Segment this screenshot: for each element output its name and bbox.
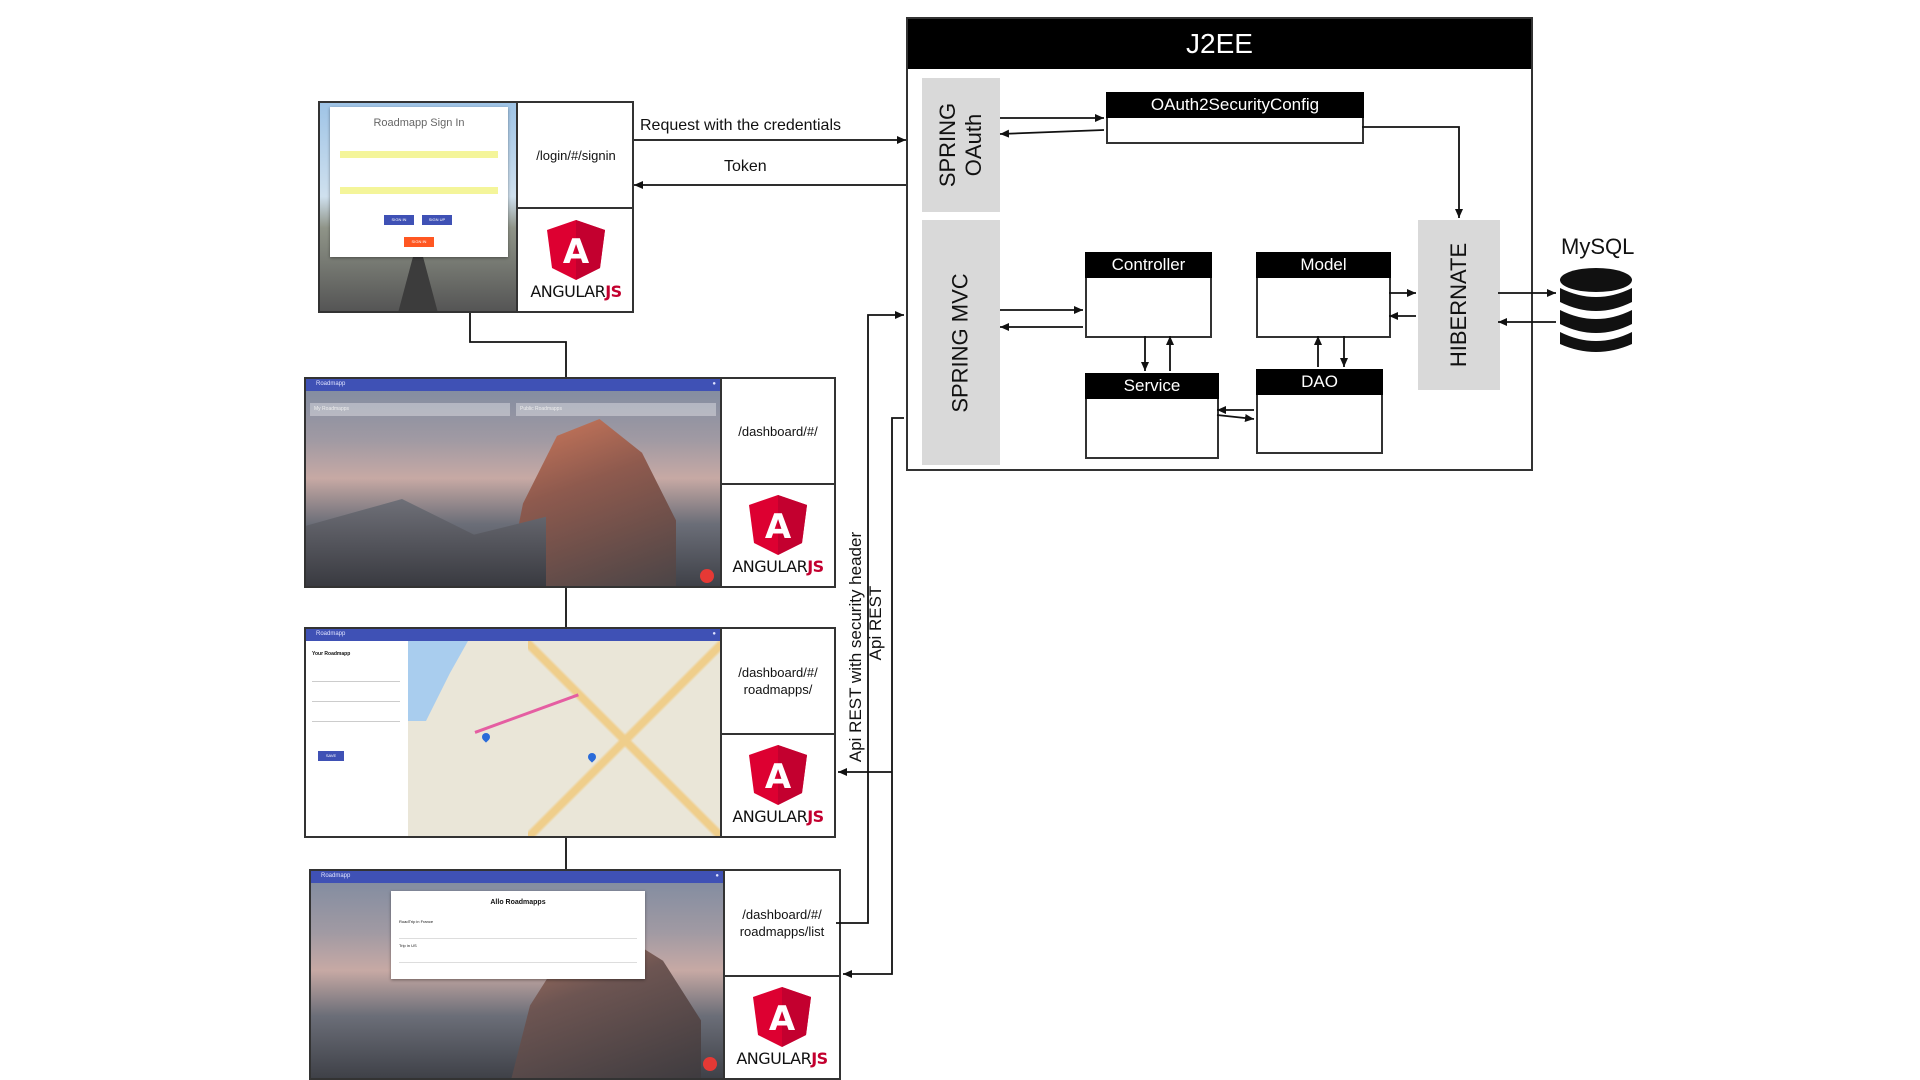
token-label: Token bbox=[724, 158, 767, 175]
dao-label: DAO bbox=[1256, 369, 1383, 395]
angular-wordmark: ANGULARJS bbox=[732, 807, 824, 826]
angular-logo: A ANGULARJS bbox=[723, 975, 839, 1078]
svg-text:A: A bbox=[769, 999, 796, 1039]
angular-wordmark: ANGULARJS bbox=[732, 557, 824, 576]
spring-oauth-layer: SPRING OAuth bbox=[922, 78, 1000, 212]
route-label-list: /dashboard/#/ roadmapps/list bbox=[723, 871, 839, 977]
frontend-page-dashboard: Roadmapp ● My Roadmapps Public Roadmapps … bbox=[304, 377, 836, 588]
spring-mvc-layer: SPRING MVC bbox=[922, 220, 1000, 465]
hibernate-layer: HIBERNATE bbox=[1418, 220, 1500, 390]
signup-button: SIGN UP bbox=[422, 215, 452, 225]
angular-shield-icon: A bbox=[753, 987, 811, 1047]
request-credentials-label: Request with the credentials bbox=[640, 117, 841, 134]
angular-shield-icon: A bbox=[547, 219, 605, 280]
map-area bbox=[408, 641, 722, 836]
map-side-panel: Your Roadmapp SAVE bbox=[306, 641, 408, 836]
list-item: Trip in US bbox=[399, 943, 637, 963]
service-label: Service bbox=[1085, 373, 1219, 399]
database-icon bbox=[1560, 268, 1632, 352]
angular-logo: A ANGULARJS bbox=[720, 483, 834, 586]
signin-button: SIGN IN bbox=[384, 215, 414, 225]
angular-shield-icon: A bbox=[749, 745, 807, 805]
tab-public-roadmapps: Public Roadmapps bbox=[516, 403, 716, 416]
dao-box: DAO bbox=[1256, 369, 1383, 454]
svg-text:A: A bbox=[765, 757, 792, 797]
password-field bbox=[340, 187, 498, 194]
oauth2-security-config-label: OAuth2SecurityConfig bbox=[1106, 92, 1364, 118]
add-fab bbox=[703, 1057, 717, 1071]
route-label-dashboard: /dashboard/#/ bbox=[720, 379, 834, 485]
angular-logo: A ANGULARJS bbox=[516, 207, 632, 311]
model-box: Model bbox=[1256, 252, 1391, 338]
svg-text:A: A bbox=[563, 232, 590, 272]
frontend-page-signin: Roadmapp Sign In SIGN IN SIGN UP SIGN IN… bbox=[318, 101, 634, 313]
mysql-label: MySQL bbox=[1561, 234, 1635, 259]
signin-screenshot: Roadmapp Sign In SIGN IN SIGN UP SIGN IN bbox=[320, 103, 518, 311]
frontend-page-list: Roadmapp ● Allo Roadmapps RoadTrip in Fra… bbox=[309, 869, 841, 1080]
angular-shield-icon: A bbox=[749, 495, 807, 555]
list-screenshot: Roadmapp ● Allo Roadmapps RoadTrip in Fra… bbox=[311, 871, 725, 1078]
route-label-map: /dashboard/#/ roadmapps/ bbox=[720, 629, 834, 735]
j2ee-container: J2EE SPRING OAuth SPRING MVC HIBERNATE O… bbox=[906, 17, 1533, 471]
map-screenshot: Your Roadmapp SAVE Roadmapp ● bbox=[306, 629, 722, 836]
j2ee-title: J2EE bbox=[908, 19, 1531, 69]
list-card: Allo Roadmapps RoadTrip in France Trip i… bbox=[391, 891, 645, 979]
frontend-page-map: Your Roadmapp SAVE Roadmapp ● /dashboard/… bbox=[304, 627, 836, 838]
model-label: Model bbox=[1256, 252, 1391, 278]
angular-wordmark: ANGULARJS bbox=[530, 281, 622, 301]
angular-logo: A ANGULARJS bbox=[720, 733, 834, 836]
signin-card: Roadmapp Sign In SIGN IN SIGN UP SIGN IN bbox=[330, 107, 508, 257]
controller-label: Controller bbox=[1085, 252, 1212, 278]
oauth2-security-config-box: OAuth2SecurityConfig bbox=[1106, 92, 1364, 144]
app-bar: Roadmapp ● bbox=[311, 871, 725, 883]
route-label-signin: /login/#/signin bbox=[516, 103, 632, 209]
save-button: SAVE bbox=[318, 751, 344, 761]
app-bar: Roadmapp ● bbox=[306, 379, 722, 391]
signin-heading: Roadmapp Sign In bbox=[373, 117, 465, 129]
angular-wordmark: ANGULARJS bbox=[736, 1049, 828, 1068]
svg-text:A: A bbox=[765, 507, 792, 547]
dashboard-screenshot: Roadmapp ● My Roadmapps Public Roadmapps bbox=[306, 379, 722, 586]
controller-box: Controller bbox=[1085, 252, 1212, 338]
add-fab bbox=[700, 569, 714, 583]
email-field bbox=[340, 151, 498, 158]
service-box: Service bbox=[1085, 373, 1219, 459]
tab-my-roadmapps: My Roadmapps bbox=[310, 403, 510, 416]
google-signin-button: SIGN IN bbox=[404, 237, 434, 247]
app-bar: Roadmapp ● bbox=[306, 629, 722, 641]
list-item: RoadTrip in France bbox=[399, 919, 637, 939]
